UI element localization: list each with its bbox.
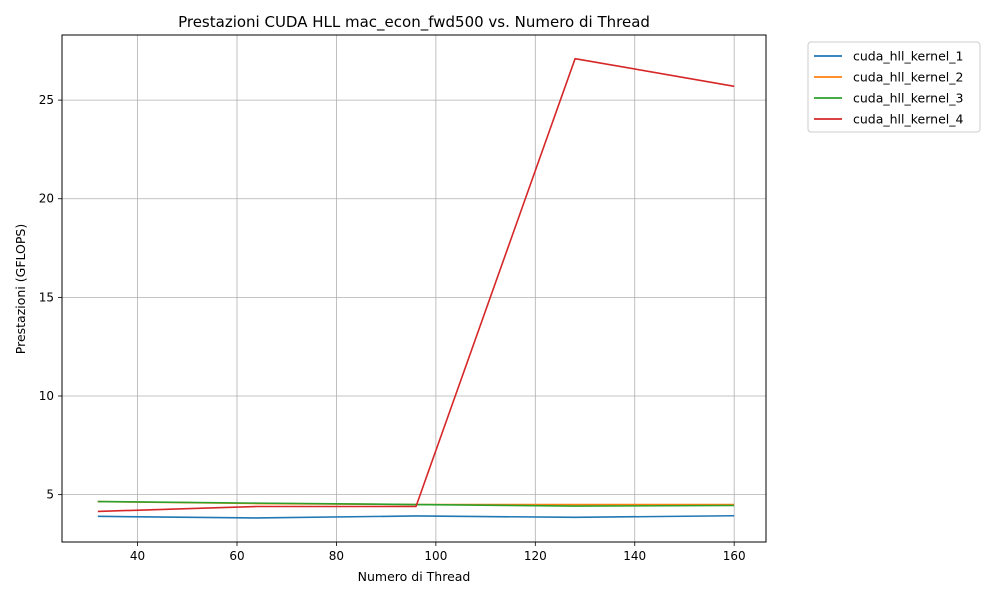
series-lines — [97, 57, 735, 519]
y-tick-label: 15 — [39, 290, 54, 304]
x-axis: 40 60 80 100 120 140 160 — [130, 542, 746, 563]
plot-frame — [61, 34, 767, 543]
legend: cuda_hll_kernel_1 cuda_hll_kernel_2 cuda_h… — [807, 41, 981, 133]
x-tick-label: 140 — [623, 549, 646, 563]
series-line-cuda_hll_kernel_4 — [97, 57, 735, 513]
x-tick-label: 160 — [723, 549, 746, 563]
series-line-cuda_hll_kernel_1 — [97, 514, 735, 519]
legend-label: cuda_hll_kernel_4 — [853, 112, 963, 127]
legend-label: cuda_hll_kernel_2 — [853, 70, 963, 85]
y-axis: 5 10 15 20 25 — [39, 93, 62, 502]
y-tick-label: 25 — [39, 93, 54, 107]
x-tick-label: 60 — [229, 549, 244, 563]
x-axis-label: Numero di Thread — [358, 569, 471, 584]
x-tick-label: 80 — [329, 549, 344, 563]
legend-box — [807, 41, 981, 133]
y-tick-label: 20 — [39, 192, 54, 206]
y-tick-label: 5 — [46, 488, 54, 502]
y-tick-label: 10 — [39, 389, 54, 403]
x-tick-label: 120 — [524, 549, 547, 563]
x-tick-label: 40 — [130, 549, 145, 563]
x-tick-label: 100 — [424, 549, 447, 563]
chart-title: Prestazioni CUDA HLL mac_econ_fwd500 vs.… — [178, 13, 650, 32]
grid — [62, 35, 766, 542]
legend-label: cuda_hll_kernel_3 — [853, 91, 963, 106]
legend-label: cuda_hll_kernel_1 — [853, 49, 963, 64]
y-axis-label: Prestazioni (GFLOPS) — [13, 224, 28, 354]
